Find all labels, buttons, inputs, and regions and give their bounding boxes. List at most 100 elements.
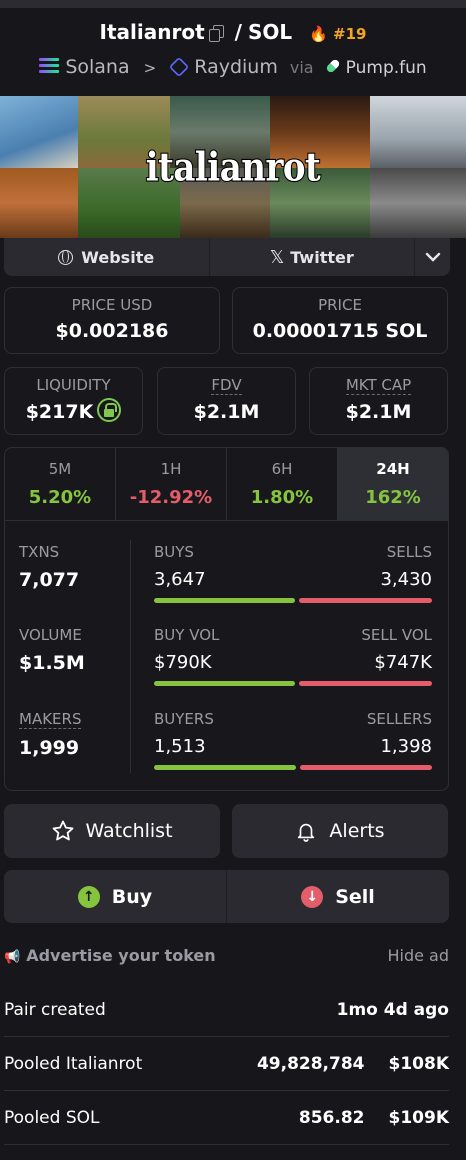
pair-title: Italianrot / SOL 🔥 #19 (0, 20, 466, 50)
quote-symbol: SOL (247, 20, 293, 44)
banner-tile (170, 96, 270, 168)
timeframe-tabs: 5M 5.20% 1H -12.92% 6H 1.80% 24H 162% (5, 448, 448, 521)
banner-tile (78, 96, 170, 168)
trending-rank[interactable]: 🔥 #19 (309, 25, 366, 43)
price-usd-label: PRICE USD (71, 296, 153, 314)
megaphone-icon: 📢 (4, 949, 21, 965)
tab-change: 1.80% (250, 487, 314, 508)
makers-label[interactable]: MAKERS (19, 710, 82, 729)
txns-label: TXNS (19, 543, 60, 561)
buy-button[interactable]: ↑ Buy (4, 870, 226, 923)
watchlist-label: Watchlist (85, 820, 173, 842)
pooled-token-amount: 49,828,784 (256, 1053, 365, 1074)
pooled-token-row: Pooled Italianrot 49,828,784 $108K (4, 1037, 449, 1091)
buy-bar (154, 681, 295, 686)
bell-icon (298, 823, 315, 842)
banner-tile (270, 168, 370, 238)
twitter-label: Twitter (290, 247, 354, 267)
makers-ratio-bar (154, 765, 432, 770)
buy-bar (154, 598, 295, 603)
volume-label: VOLUME (19, 626, 82, 644)
chain-row: Solana > Raydium via Pump.fun (0, 56, 466, 82)
sell-label: Sell (335, 885, 375, 908)
buy-vol-value: $790K (154, 652, 212, 673)
price-native-value: 0.00001715 SOL (252, 320, 428, 342)
sell-bar (299, 598, 432, 603)
banner-tile (180, 168, 270, 238)
x-logo-icon: 𝕏 (269, 246, 285, 268)
pair-slash: / (234, 20, 242, 44)
fdv-value: $2.1M (193, 400, 260, 423)
price-usd-value: $0.002186 (55, 320, 169, 342)
tab-1h[interactable]: 1H -12.92% (115, 448, 226, 520)
pair-created-label: Pair created (4, 999, 106, 1020)
tab-5m[interactable]: 5M 5.20% (5, 448, 115, 520)
banner-tile (370, 168, 466, 238)
lock-icon[interactable] (97, 398, 122, 422)
chevron-down-icon (425, 252, 440, 262)
pair-created-row: Pair created 1mo 4d ago (4, 983, 449, 1037)
star-icon (53, 820, 74, 841)
sell-button[interactable]: ↓ Sell (226, 870, 449, 923)
tab-label: 1H (160, 460, 182, 478)
banner-tile (370, 96, 466, 168)
hide-ad-button[interactable]: Hide ad (387, 945, 449, 965)
tab-24h[interactable]: 24H 162% (337, 448, 448, 520)
banner-tile (78, 168, 180, 238)
sellers-value: 1,398 (380, 736, 432, 757)
buyers-value: 1,513 (154, 736, 206, 757)
stats-divider (130, 540, 131, 773)
advertise-label: Advertise your token (26, 945, 216, 965)
website-label: Website (81, 247, 155, 267)
dex-name[interactable]: Raydium (194, 56, 278, 78)
ad-row: 📢 Advertise your token Hide ad (4, 943, 449, 967)
sellers-label: SELLERS (366, 710, 432, 728)
price-usd-card: PRICE USD $0.002186 (4, 287, 220, 354)
pooled-token-label: Pooled Italianrot (4, 1053, 143, 1074)
top-bar (0, 0, 466, 8)
liquidity-value: $217K (25, 401, 94, 423)
txns-row: TXNS 7,077 BUYS SELLS 3,647 3,430 (5, 543, 448, 615)
globe-icon (58, 249, 74, 265)
via-label: via (289, 58, 314, 77)
tab-change: 162% (365, 487, 421, 508)
tab-label: 6H (271, 460, 293, 478)
copy-icon[interactable] (208, 25, 224, 42)
fdv-card: FDV $2.1M (157, 367, 296, 435)
makers-row: MAKERS 1,999 BUYERS SELLERS 1,513 1,398 (5, 710, 448, 782)
alerts-button[interactable]: Alerts (232, 804, 448, 858)
pooled-sol-row: Pooled SOL 856.82 $109K (4, 1091, 449, 1145)
sell-vol-value: $747K (374, 652, 432, 673)
tab-label: 24H (376, 460, 410, 478)
buyers-label: BUYERS (154, 710, 214, 728)
website-link[interactable]: Website (4, 238, 209, 276)
rank-value: #19 (333, 25, 367, 43)
pooled-sol-amount: 856.82 (298, 1107, 365, 1128)
makers-value: 1,999 (19, 736, 80, 759)
banner-tile (270, 96, 370, 168)
arrow-up-icon: ↑ (77, 885, 100, 908)
pooled-token-usd: $108K (388, 1053, 450, 1074)
buy-label: Buy (111, 885, 153, 908)
pill-icon (324, 58, 341, 74)
trade-buttons: ↑ Buy ↓ Sell (4, 870, 449, 923)
sell-bar (300, 765, 432, 770)
mktcap-label[interactable]: MKT CAP (345, 376, 412, 395)
more-links-button[interactable] (414, 238, 450, 276)
watchlist-button[interactable]: Watchlist (4, 804, 220, 858)
pooled-sol-usd: $109K (388, 1107, 450, 1128)
liquidity-card: LIQUIDITY $217K (4, 367, 143, 435)
sell-vol-label: SELL VOL (361, 626, 432, 644)
twitter-link[interactable]: 𝕏 Twitter (208, 238, 415, 276)
tab-6h[interactable]: 6H 1.80% (226, 448, 337, 520)
advertise-link[interactable]: 📢 Advertise your token (4, 946, 216, 965)
chain-name[interactable]: Solana (65, 56, 130, 78)
mktcap-card: MKT CAP $2.1M (309, 367, 448, 435)
banner-title: italianrot (145, 144, 322, 192)
alerts-label: Alerts (329, 820, 385, 842)
txns-value: 7,077 (19, 569, 80, 591)
fdv-label[interactable]: FDV (211, 376, 242, 395)
sell-bar (299, 681, 432, 686)
txns-ratio-bar (154, 598, 432, 603)
launchpad-name[interactable]: Pump.fun (345, 58, 427, 78)
